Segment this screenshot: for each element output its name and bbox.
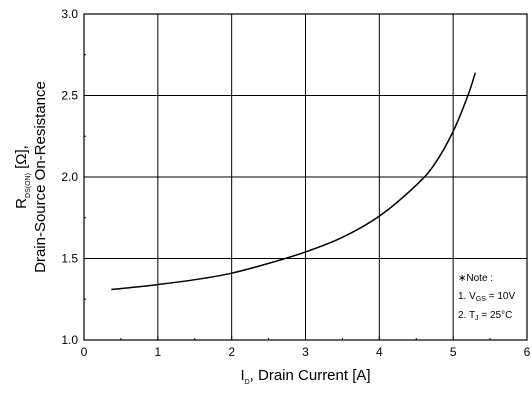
- y-axis-ticks: 1.0 1.5 2.0 2.5 3.0: [61, 7, 88, 347]
- grid: [84, 14, 527, 340]
- x-tick-label: 0: [81, 345, 88, 359]
- note-line1: 1. VGS = 10V: [458, 291, 515, 303]
- x-axis-ticks: 0 1 2 3 4 5 6: [81, 336, 531, 359]
- y-axis-label-line2: Drain-Source On-Resistance: [32, 81, 49, 273]
- note-annotation: ∗Note : 1. VGS = 10V 2. TJ = 25°C: [458, 273, 515, 322]
- x-tick-label: 6: [524, 345, 531, 359]
- x-axis-label: ID, Drain Current [A]: [240, 367, 370, 386]
- note-line2: 2. TJ = 25°C: [458, 310, 512, 322]
- y-tick-label: 1.0: [61, 333, 78, 347]
- x-tick-label: 3: [302, 345, 309, 359]
- y-tick-label: 1.5: [61, 252, 78, 266]
- x-tick-label: 2: [228, 345, 235, 359]
- y-axis-label: RDS(ON) [Ω], Drain-Source On-Resistance: [13, 81, 49, 273]
- note-title: ∗Note :: [458, 273, 493, 284]
- y-tick-label: 2.5: [61, 89, 78, 103]
- series-line: [111, 72, 477, 291]
- x-tick-label: 1: [154, 345, 161, 359]
- x-tick-label: 4: [376, 345, 383, 359]
- y-tick-label: 3.0: [61, 7, 78, 21]
- y-axis-label-line1: RDS(ON) [Ω],: [13, 145, 32, 209]
- y-tick-label: 2.0: [61, 170, 78, 184]
- x-tick-label: 5: [450, 345, 457, 359]
